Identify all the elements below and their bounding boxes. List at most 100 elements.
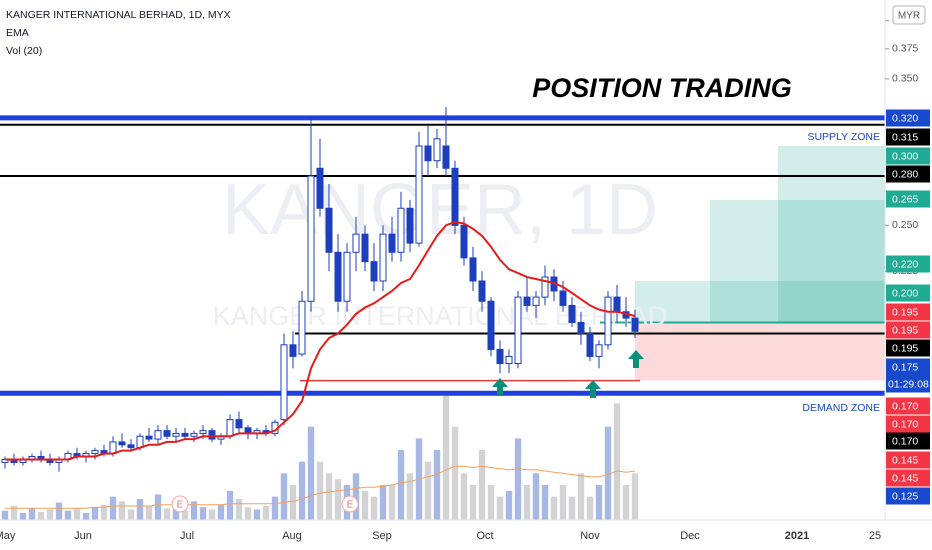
candle-body <box>334 251 342 302</box>
candle-body <box>289 344 297 357</box>
volume-bar <box>487 485 495 520</box>
volume-bar <box>586 496 594 520</box>
y-tick-label: 0.375 <box>892 43 918 55</box>
price-tag <box>886 165 930 183</box>
candle-body <box>433 138 441 162</box>
candle-body <box>604 296 612 346</box>
volume-bar <box>478 450 486 520</box>
price-tag-label: 0.280 <box>892 168 918 180</box>
event-icon <box>341 495 359 513</box>
indicator-label: Vol (20) <box>6 45 42 57</box>
volume-bar <box>379 485 387 520</box>
price-tag-label: 0.315 <box>892 131 918 143</box>
candle-body <box>397 207 405 253</box>
volume-bar <box>460 473 468 520</box>
x-tick-label: 25 <box>869 530 881 542</box>
volume-bar <box>100 504 108 520</box>
volume-bar <box>631 473 639 520</box>
price-tag <box>886 451 930 469</box>
volume-bar <box>46 509 54 520</box>
event-label: E <box>347 500 354 511</box>
volume-bar <box>514 438 522 520</box>
candle-body <box>199 430 207 434</box>
candle-body <box>514 296 522 365</box>
target-zone <box>710 199 885 323</box>
candle-body <box>118 441 126 446</box>
volume-bar <box>442 391 450 520</box>
volume-ma-line <box>5 465 636 509</box>
price-tag-label: 0.320 <box>892 112 918 124</box>
price-tag-label: 0.170 <box>892 400 918 412</box>
volume-bar <box>82 513 90 520</box>
volume-bar <box>406 473 414 520</box>
volume-bar <box>136 499 144 520</box>
candle-body <box>379 233 387 282</box>
volume-bar <box>469 485 477 520</box>
candle-body <box>163 430 171 437</box>
price-tag <box>886 255 930 273</box>
volume-bar <box>91 507 99 520</box>
candle-body <box>127 444 135 449</box>
volume-bar <box>208 509 216 520</box>
candle-body <box>496 348 504 365</box>
candle-body <box>442 145 450 169</box>
candle-body <box>505 355 513 365</box>
volume-bar <box>109 496 117 520</box>
candle-body <box>460 224 468 259</box>
candle-body <box>631 317 639 332</box>
volume-bar <box>235 499 243 520</box>
candle-body <box>145 435 153 440</box>
volume-bar <box>451 426 459 520</box>
x-tick-label: Aug <box>282 530 302 542</box>
volume-bar <box>352 473 360 520</box>
candle-body <box>235 419 243 429</box>
price-tag <box>886 303 930 321</box>
volume-bar <box>217 504 225 520</box>
volume-bar <box>73 508 81 520</box>
candle-body <box>361 233 369 263</box>
chart-title: KANGER INTERNATIONAL BERHAD, 1D, MYX <box>6 9 231 21</box>
candle-body <box>595 344 603 357</box>
volume-bar <box>172 503 180 520</box>
arrows <box>492 350 644 398</box>
volume-bar <box>370 496 378 520</box>
volume-bar <box>604 426 612 520</box>
price-tag-label: 0.300 <box>892 150 918 162</box>
event-marker: E E <box>171 495 359 513</box>
price-tag <box>886 128 930 146</box>
candle-body <box>298 300 306 355</box>
ema-line <box>5 220 636 461</box>
volume-bar <box>55 502 63 520</box>
volume-bar <box>361 490 369 520</box>
x-tick-label: Jun <box>74 530 92 542</box>
volume-bar <box>559 485 567 520</box>
volume-bar <box>262 506 270 520</box>
candle-body <box>469 257 477 282</box>
x-tick-label: Dec <box>680 530 700 542</box>
volume-bar <box>37 511 45 520</box>
currency-button[interactable] <box>892 5 926 25</box>
volume-bar <box>622 485 630 520</box>
candle-body <box>226 419 234 437</box>
volume-bar <box>577 473 585 520</box>
volume-bar <box>568 496 576 520</box>
volume-bar <box>550 496 558 520</box>
price-tag <box>886 358 930 376</box>
candle-body <box>307 175 315 302</box>
price-tag-label: 0.220 <box>892 258 918 270</box>
price-tag-label: 0.175 <box>892 361 918 373</box>
price-layer <box>0 107 885 520</box>
price-tag <box>886 469 930 487</box>
x-tick-label: Nov <box>580 530 600 542</box>
candle-body <box>523 296 531 306</box>
candle-body <box>586 332 594 357</box>
candle-body <box>424 145 432 162</box>
candle-body <box>478 280 486 302</box>
price-tag-label: 0.125 <box>892 490 918 502</box>
price-tag-label: 0.170 <box>892 435 918 447</box>
annotation: POSITION TRADING <box>532 73 792 103</box>
volume-bar <box>541 485 549 520</box>
x-tick-label: Oct <box>476 530 493 542</box>
volume-bar <box>388 485 396 520</box>
